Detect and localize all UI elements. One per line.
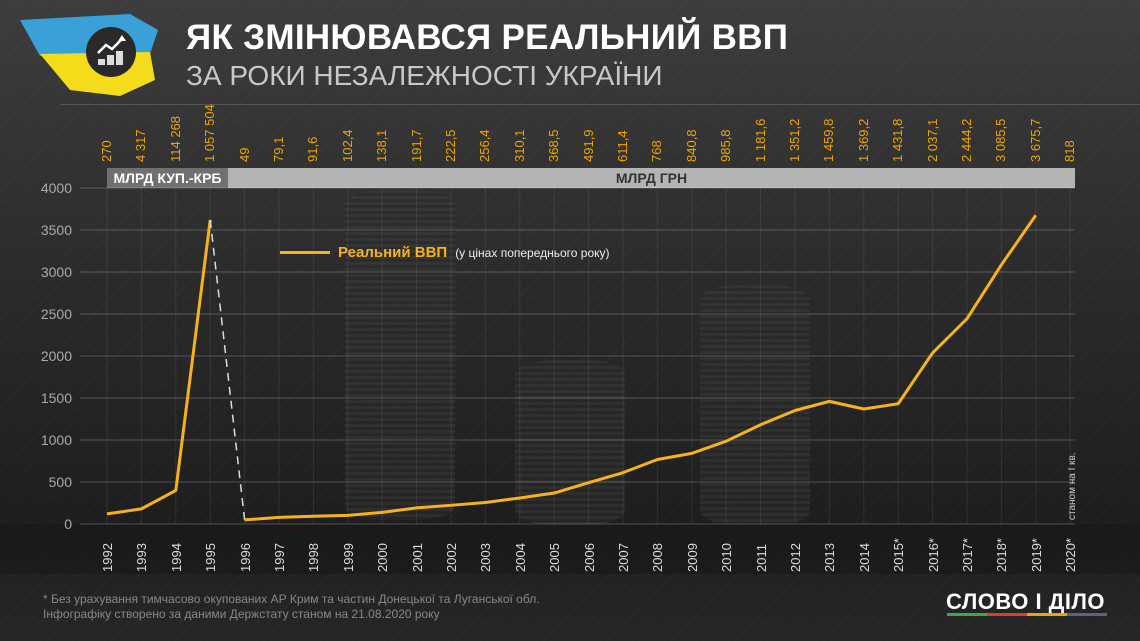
x-tick-label: 1995 [203,543,219,572]
x-tick-label: 2018* [994,538,1010,572]
brand-logo: СЛОВО І ДІЛО [946,589,1106,614]
brand-color-segment [1067,613,1107,616]
brand-color-segment [947,613,987,616]
y-tick-label: 1500 [40,390,72,406]
x-tick-label: 1994 [168,543,184,572]
gdp-line-hryvnia [244,214,1038,522]
currency-change-connector [209,219,246,520]
divider [60,104,1140,105]
y-tick-label: 500 [48,474,72,490]
y-tick-label: 2500 [40,306,72,322]
note-2020: станом на І кв. [1067,452,1078,520]
x-tick-label: 2000 [375,543,391,572]
growth-chart-coins-icon [97,35,126,65]
legend: Реальний ВВП (у цінах попереднього року) [280,244,610,261]
page-title: ЯК ЗМІНЮВАВСЯ РЕАЛЬНИЙ ВВП [186,18,789,57]
x-tick-label: 2009 [684,543,700,572]
x-tick-label: 2014 [856,543,872,572]
x-tick-label: 2020* [1063,538,1079,572]
brand-color-segment [987,613,1027,616]
x-tick-label: 1999 [340,543,356,572]
x-tick-label: 2001 [409,543,425,572]
x-tick-label: 2007 [616,543,631,572]
y-tick-label: 3000 [40,264,72,280]
x-tick-label: 2012 [788,543,803,572]
coin-stack-decoration [700,285,810,525]
x-tick-label: 2013 [822,543,838,572]
x-tick-label: 1997 [272,543,287,572]
gdp-line-karbovanets [106,219,212,516]
footnote-1: * Без урахування тимчасово окупованих АР… [43,592,540,606]
x-tick-label: 2006 [581,543,597,572]
x-tick-label: 2003 [478,543,494,572]
x-tick-label: 2019* [1028,538,1044,572]
y-tick-label: 4000 [40,180,72,196]
x-tick-label: 2016* [925,538,941,572]
x-tick-label: 1993 [134,543,150,572]
x-tick-label: 2011 [753,544,769,572]
legend-line-swatch [280,251,330,254]
x-tick-label: 2002 [444,543,459,572]
x-axis-band [0,524,1140,574]
currency-band-karbovanets: МЛРД КУП.-КРБ [107,168,228,188]
x-tick-label: 2004 [512,543,528,572]
currency-band-hryvnia: МЛРД ГРН [228,168,1075,188]
x-tick-label: 1998 [306,543,322,572]
y-tick-label: 1000 [40,432,72,448]
x-tick-label: 2008 [650,543,666,572]
x-tick-label: 2010 [719,543,735,572]
footnote-2: Інфографіку створено за даними Держстату… [43,607,440,621]
legend-series-note: (у цінах попереднього року) [455,245,610,260]
y-tick-label: 0 [64,516,72,532]
y-tick-label: 3500 [40,222,72,238]
header: ЯК ЗМІНЮВАВСЯ РЕАЛЬНИЙ ВВП ЗА РОКИ НЕЗАЛ… [0,0,1140,105]
logo-icon [86,27,136,77]
brand-color-segment [1027,613,1067,616]
x-tick-label: 2015* [891,538,907,572]
brand-color-bar [947,613,1107,616]
x-tick-label: 1992 [100,543,115,572]
page-subtitle: ЗА РОКИ НЕЗАЛЕЖНОСТІ УКРАЇНИ [186,60,663,91]
x-tick-label: 2005 [547,543,563,572]
coin-stack-decoration [345,190,455,520]
x-tick-label: 1996 [237,543,253,572]
y-tick-label: 2000 [40,348,72,364]
x-tick-label: 2017* [960,538,975,572]
legend-series-name: Реальний ВВП [338,244,448,261]
